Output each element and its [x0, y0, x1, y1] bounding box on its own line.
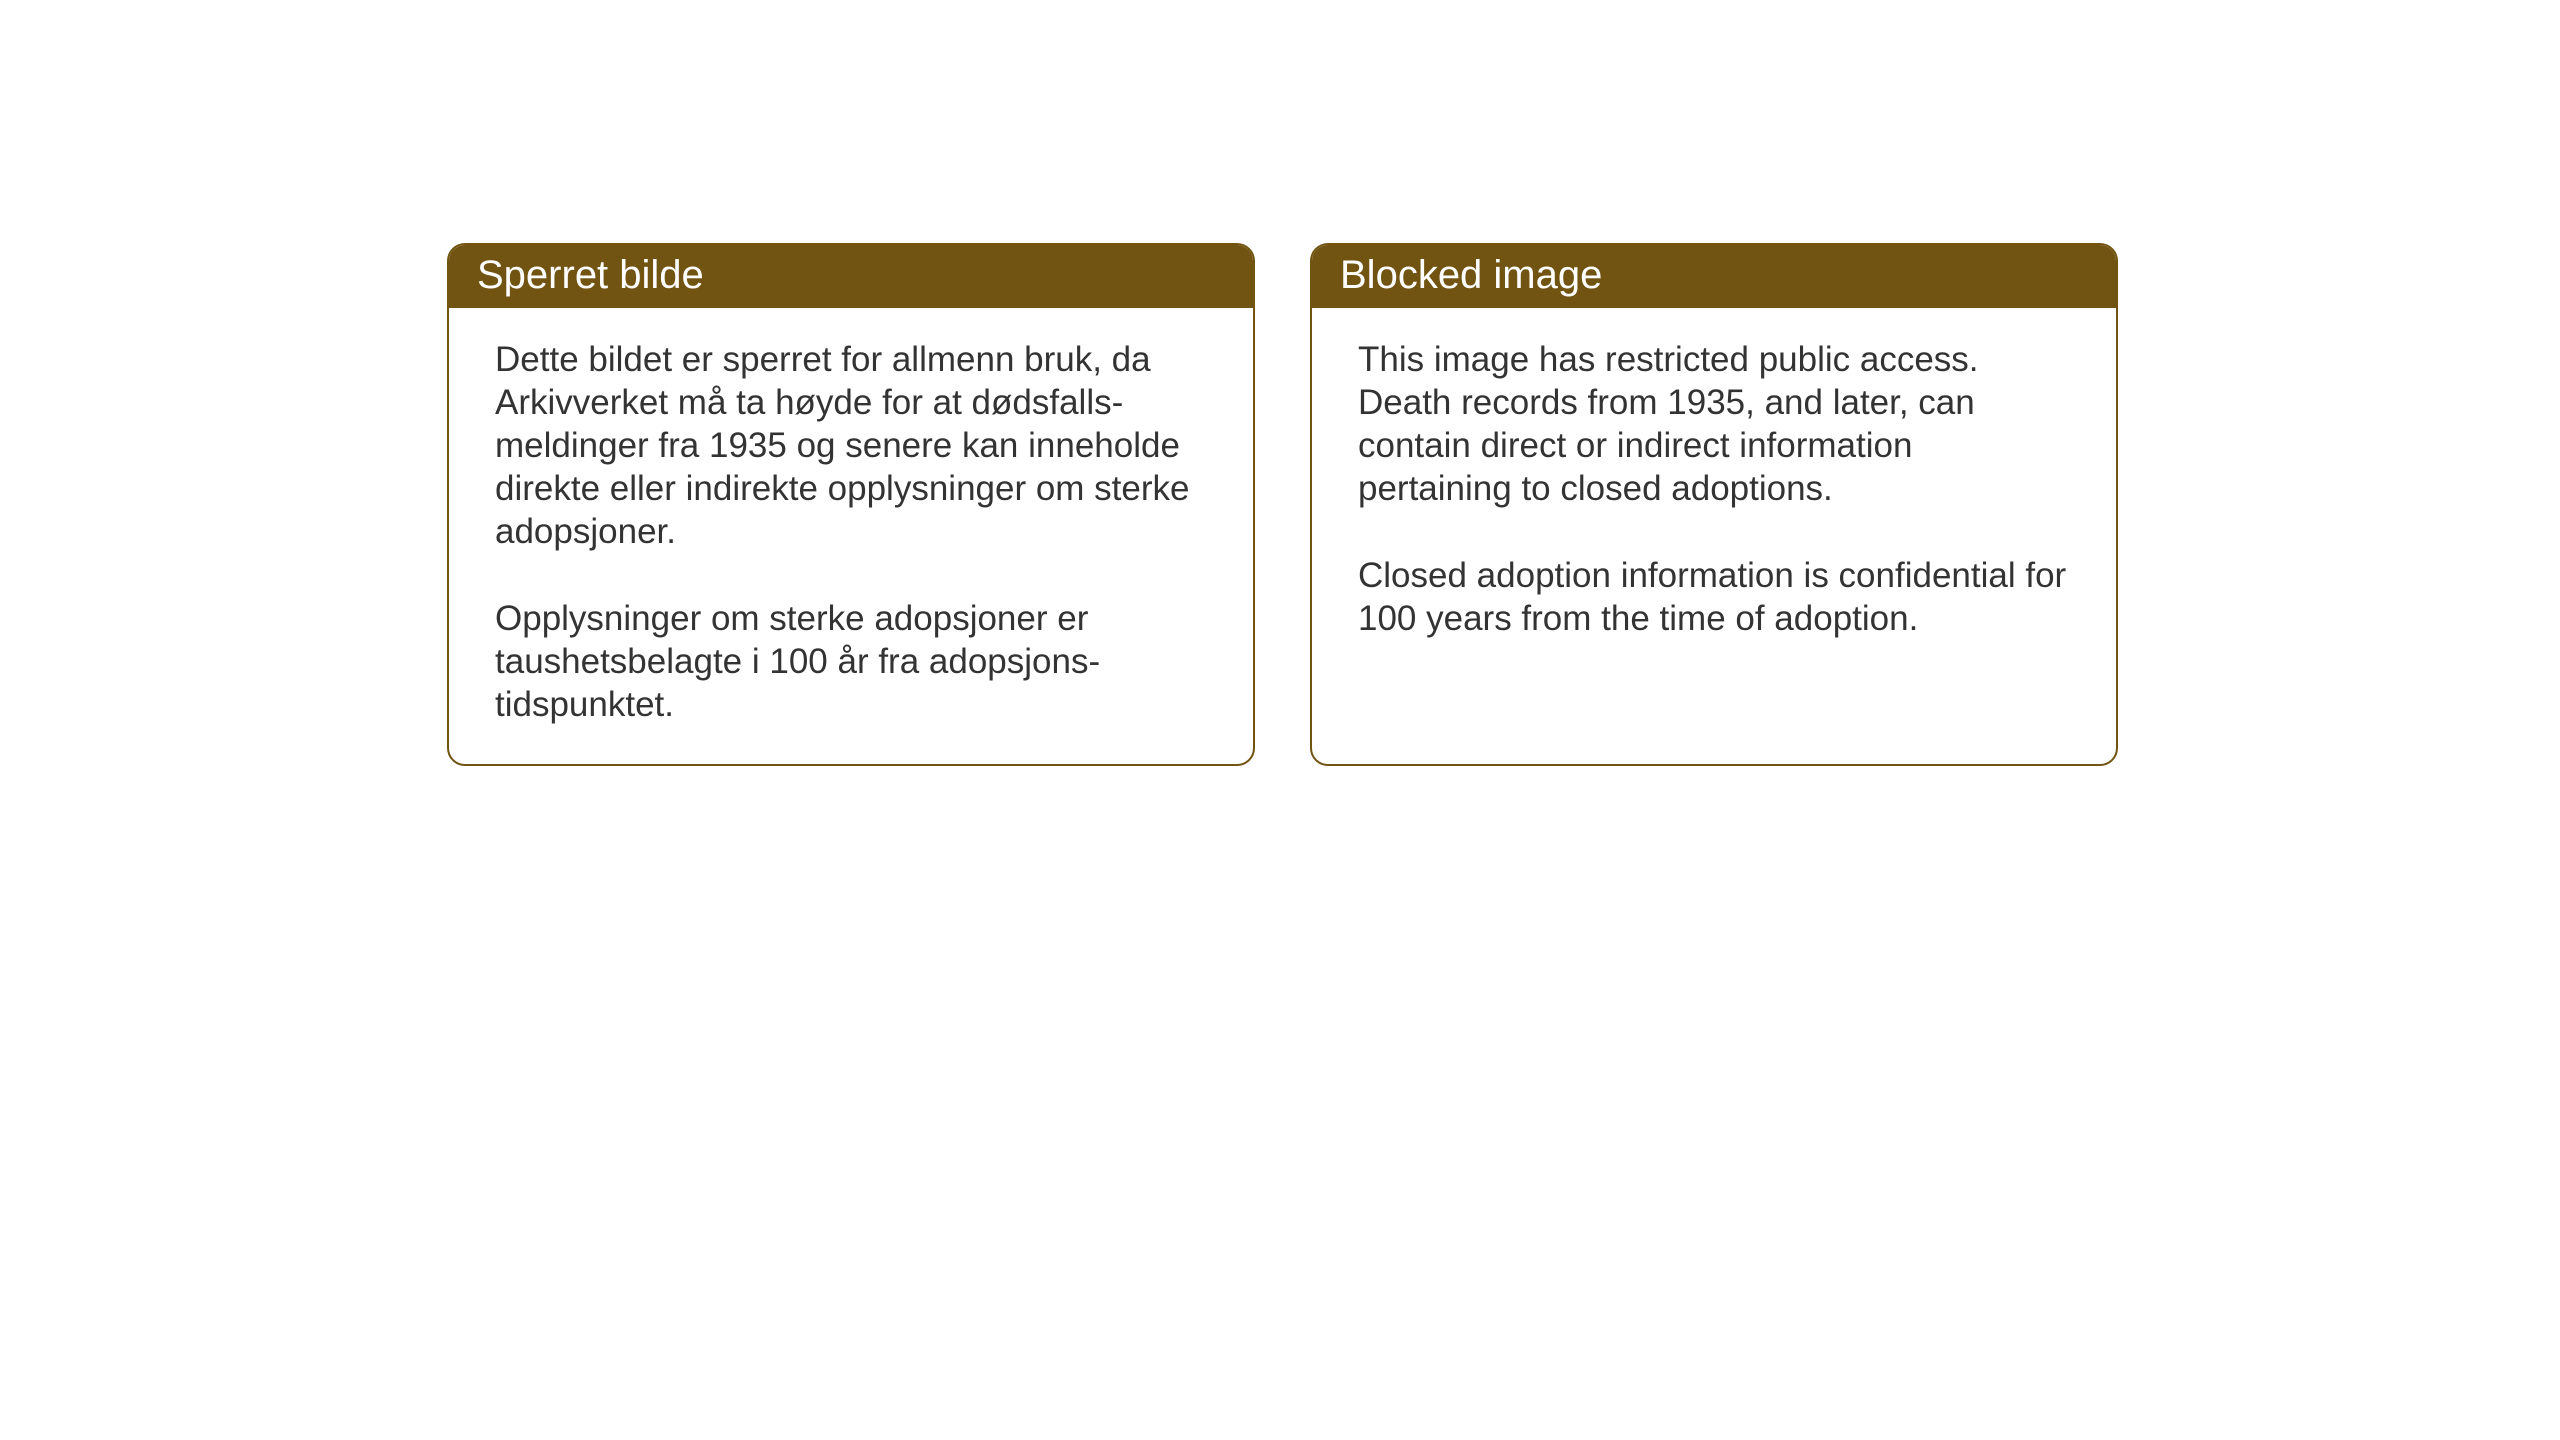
card-paragraph2-english: Closed adoption information is confident…: [1358, 554, 2070, 640]
card-paragraph2-norwegian: Opplysninger om sterke adopsjoner er tau…: [495, 597, 1207, 726]
card-english: Blocked image This image has restricted …: [1310, 243, 2118, 766]
cards-container: Sperret bilde Dette bildet er sperret fo…: [447, 243, 2118, 766]
card-title-english: Blocked image: [1340, 253, 1602, 297]
card-paragraph1-norwegian: Dette bildet er sperret for allmenn bruk…: [495, 338, 1207, 553]
card-body-english: This image has restricted public access.…: [1312, 308, 2116, 753]
card-header-norwegian: Sperret bilde: [449, 245, 1253, 308]
card-title-norwegian: Sperret bilde: [477, 253, 704, 297]
card-body-norwegian: Dette bildet er sperret for allmenn bruk…: [449, 308, 1253, 764]
card-header-english: Blocked image: [1312, 245, 2116, 308]
card-paragraph1-english: This image has restricted public access.…: [1358, 338, 2070, 510]
card-norwegian: Sperret bilde Dette bildet er sperret fo…: [447, 243, 1255, 766]
